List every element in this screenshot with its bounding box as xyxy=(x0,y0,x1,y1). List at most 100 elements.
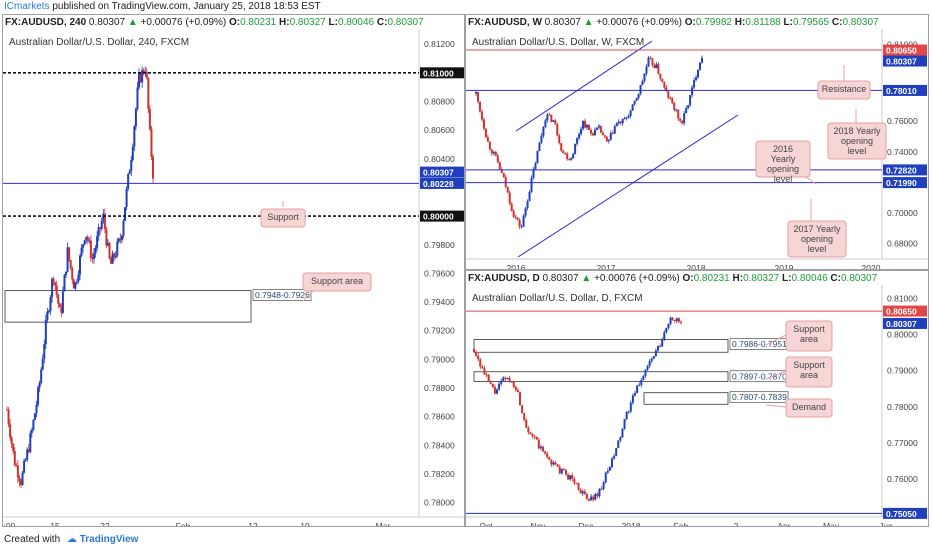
chart-canvas[interactable]: Australian Dollar/U.S. Dollar, D, FXCM 0… xyxy=(466,285,928,526)
candle xyxy=(514,214,517,220)
candle xyxy=(667,323,670,330)
candle-body xyxy=(677,109,680,119)
callout-label: Demand xyxy=(792,402,826,412)
callout-label: opening xyxy=(767,164,799,174)
candle-body xyxy=(609,132,612,140)
candle xyxy=(673,101,676,112)
chart-panel-weekly[interactable]: FX:AUDUSD, W 0.80307 ▲ +0.00076 (+0.09%)… xyxy=(465,14,929,270)
candle xyxy=(133,125,136,151)
candle xyxy=(506,377,509,380)
candle-body xyxy=(485,374,488,376)
candle xyxy=(33,412,36,421)
candle-body xyxy=(96,236,99,248)
candle-body xyxy=(594,493,597,500)
time-tick-label: 19 xyxy=(300,521,310,526)
price-axis-tag-label: 0.72820 xyxy=(886,165,917,175)
candle xyxy=(661,78,664,83)
chart-canvas[interactable]: Australian Dollar/U.S. Dollar, W, FXCM 0… xyxy=(466,29,928,269)
candle xyxy=(85,236,88,244)
candle-body xyxy=(65,271,68,275)
candle xyxy=(91,252,94,263)
candle-body xyxy=(125,188,128,208)
candle-body xyxy=(504,177,507,187)
candle-body xyxy=(567,474,570,480)
candle-body xyxy=(590,496,593,501)
price-tick-label: 0.78800 xyxy=(424,383,455,393)
candle xyxy=(51,277,54,303)
candle-body xyxy=(37,387,40,405)
candle-body xyxy=(106,242,109,246)
candle xyxy=(477,353,480,362)
candle xyxy=(652,356,655,360)
time-tick-label: 2018 xyxy=(622,521,641,526)
candle-body xyxy=(571,475,574,480)
candle-body xyxy=(613,455,616,459)
candle-body xyxy=(538,142,541,151)
candle-body xyxy=(548,114,551,116)
candle-body xyxy=(576,138,579,144)
candle xyxy=(548,456,551,461)
price-axis-tag-label: 0.80307 xyxy=(886,319,917,329)
trend-channel-line xyxy=(517,114,739,258)
price-tick-label: 0.76000 xyxy=(887,116,918,126)
candle-body xyxy=(139,73,142,83)
candle-body xyxy=(655,64,658,68)
chart-panel-240[interactable]: FX:AUDUSD, 240 0.80307 ▲ +0.00076 (+0.09… xyxy=(2,14,465,527)
callout: Support xyxy=(260,201,306,228)
candle xyxy=(532,167,535,180)
callout-label: Yearly xyxy=(771,154,796,164)
candle-body xyxy=(546,114,549,121)
time-tick-label: 0:00 xyxy=(3,521,16,526)
candle xyxy=(519,391,521,406)
candle-body xyxy=(562,150,565,154)
publisher-link[interactable]: ICmarkets xyxy=(4,1,50,12)
price-axis-tag xyxy=(883,84,927,96)
candle-body xyxy=(518,219,521,227)
candle xyxy=(578,131,581,141)
price-tick-label: 0.79800 xyxy=(424,240,455,250)
candle-body xyxy=(528,192,531,202)
candle xyxy=(65,271,68,279)
candle xyxy=(584,118,587,129)
time-tick-label: Feb xyxy=(674,521,689,526)
candle-body xyxy=(55,285,58,295)
candle-body xyxy=(619,437,622,441)
price-tick-label: 0.74000 xyxy=(887,147,918,157)
zone-label: 0.7897-0.7870 xyxy=(732,371,787,381)
candle xyxy=(613,124,616,134)
candle-body xyxy=(488,141,491,150)
price-axis-tag xyxy=(883,507,927,519)
candle-body xyxy=(601,132,604,136)
candle xyxy=(147,77,150,114)
candle xyxy=(601,130,604,136)
tradingview-link[interactable]: TradingView xyxy=(79,534,139,545)
callout-label: level xyxy=(848,146,867,156)
candle xyxy=(496,388,498,395)
price-tick-label: 0.80000 xyxy=(887,330,918,340)
candle-body xyxy=(85,236,88,241)
candle xyxy=(560,142,563,152)
time-tick-label: 2017 xyxy=(597,263,616,269)
chart-canvas[interactable]: Australian Dollar/U.S. Dollar, 240, FXCM… xyxy=(3,29,464,526)
candle-body xyxy=(605,136,608,142)
candle xyxy=(9,419,12,441)
candle xyxy=(552,119,555,123)
candle-body xyxy=(519,392,521,406)
candle xyxy=(580,126,583,136)
price-tick-label: 0.78600 xyxy=(424,412,455,422)
candle-body xyxy=(606,470,609,473)
candle-body xyxy=(141,69,144,83)
high-value: 0.80327 xyxy=(289,17,326,28)
candle xyxy=(635,97,638,102)
callout-box xyxy=(755,140,811,178)
candle xyxy=(139,71,142,84)
candle-body xyxy=(631,395,634,403)
candle xyxy=(88,237,91,244)
chart-panel-daily[interactable]: FX:AUDUSD, D 0.80307 ▲ +0.00076 (+0.09%)… xyxy=(465,270,929,527)
candle xyxy=(640,378,643,388)
candle-body xyxy=(145,71,148,78)
candle-body xyxy=(637,93,640,99)
candle xyxy=(691,85,694,98)
candle-body xyxy=(565,470,567,475)
